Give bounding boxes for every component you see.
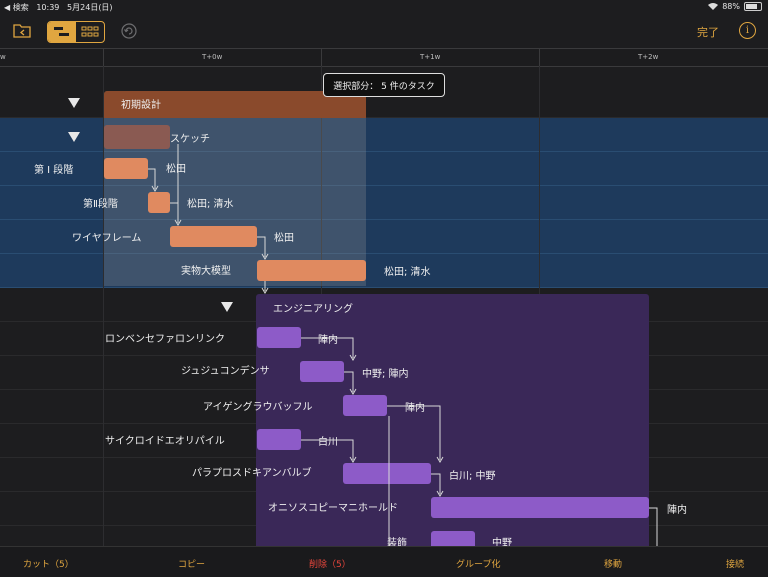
collapse-engineering-icon[interactable]: [221, 302, 233, 312]
task-name-e5: パラプロスドキアンバルブ: [192, 468, 312, 479]
task-resource-e6: 陣内: [667, 505, 687, 516]
move-button[interactable]: 移動: [604, 560, 623, 570]
task-resource-phase2: 松田; 清水: [187, 199, 234, 210]
collapse-sketch-icon[interactable]: [68, 132, 80, 142]
task-bar-mockup[interactable]: [257, 260, 366, 281]
grid-view-button[interactable]: [76, 22, 104, 42]
selection-tooltip: 選択部分： 5 件のタスク: [323, 73, 445, 97]
battery-icon: [744, 2, 762, 11]
task-name-phase2: 第Ⅱ段階: [83, 199, 118, 210]
battery-percent: 88%: [722, 2, 740, 11]
task-bar-phase1[interactable]: [104, 158, 148, 179]
connect-button[interactable]: 接続: [726, 560, 745, 570]
task-name-wireframe: ワイヤフレーム: [72, 233, 142, 244]
group-button[interactable]: グループ化: [456, 560, 501, 570]
edit-action-bar: カット（5） コピー 削除（5） グループ化 移動 接続: [0, 546, 768, 577]
status-date: 5月24日(日): [67, 3, 113, 12]
initial-design-group-area: [104, 91, 366, 286]
timeline-label-t0w: T+0w: [202, 53, 223, 61]
task-resource-phase1: 松田: [166, 164, 186, 175]
task-row-phase2[interactable]: [0, 186, 768, 220]
task-bar-e4[interactable]: [257, 429, 301, 450]
task-bar-e2[interactable]: [300, 361, 344, 382]
task-row-initial-design[interactable]: [0, 84, 768, 118]
copy-button[interactable]: コピー: [178, 560, 206, 570]
task-name-initial-design: 初期設計: [121, 100, 161, 111]
back-to-app[interactable]: ◀ 検索: [4, 3, 29, 12]
outline-view-button[interactable]: [48, 22, 76, 42]
timeline-label-t2w: T+2w: [638, 53, 659, 61]
selection-count-text: 選択部分： 5 件のタスク: [333, 81, 435, 92]
task-name-sketch: スケッチ: [170, 134, 210, 145]
task-row-wireframe[interactable]: [0, 220, 768, 254]
documents-folder-icon[interactable]: [13, 23, 31, 38]
timeline-header: w T+0w T+1w T+2w: [0, 48, 768, 67]
view-mode-segmented-control: [47, 21, 105, 43]
gantt-chart: 初期設計 スケッチ 第 Ⅰ 段階 第Ⅱ段階 ワイヤフレーム 実物大模型 松田 松…: [0, 66, 768, 546]
delete-button[interactable]: 削除（5）: [309, 560, 351, 570]
task-name-e7: 装飾: [387, 538, 407, 546]
task-row-mockup[interactable]: [0, 254, 768, 288]
status-bar: ◀ 検索 10:39 5月24日(日) 88%: [0, 0, 768, 14]
info-icon: i: [745, 25, 750, 36]
task-resource-e2: 中野; 陣内: [362, 369, 409, 380]
task-bar-e5[interactable]: [343, 463, 431, 484]
task-resource-mockup: 松田; 清水: [384, 267, 431, 278]
task-name-e1: ロンベンセファロンリンク: [105, 334, 225, 345]
task-resource-wireframe: 松田: [274, 233, 294, 244]
task-name-e6: オニソスコピーマニホールド: [268, 503, 398, 514]
task-name-e3: アイゲングラウバッフル: [203, 402, 313, 413]
task-name-e2: ジュジュコンデンサ: [181, 366, 270, 377]
task-bar-e7[interactable]: [431, 531, 475, 546]
task-resource-e5: 白川; 中野: [449, 471, 496, 482]
initial-design-summary-bar[interactable]: [104, 91, 366, 118]
undo-icon[interactable]: [121, 23, 137, 39]
timeline-label-t1w: T+1w: [420, 53, 441, 61]
dependency-arrows: [148, 144, 658, 546]
cut-button[interactable]: カット（5）: [23, 560, 74, 570]
info-button[interactable]: i: [739, 22, 756, 39]
status-time: 10:39: [36, 3, 60, 12]
toolbar: 完了 i: [0, 14, 768, 48]
done-button[interactable]: 完了: [697, 26, 719, 39]
task-bar-wireframe[interactable]: [170, 226, 257, 247]
task-name-mockup: 実物大模型: [181, 266, 231, 277]
collapse-initial-design-icon[interactable]: [68, 98, 80, 108]
task-bar-e1[interactable]: [257, 327, 301, 348]
task-name-e4: サイクロイドエオリパイル: [105, 436, 225, 447]
wifi-icon: [708, 3, 719, 10]
task-bar-phase2[interactable]: [148, 192, 170, 213]
task-bar-sketch[interactable]: [104, 125, 170, 149]
task-resource-e7: 中野: [492, 538, 512, 546]
task-bar-e6[interactable]: [431, 497, 649, 518]
timeline-label-prev: w: [0, 53, 6, 61]
task-name-phase1: 第 Ⅰ 段階: [34, 165, 74, 176]
grid-icon: [81, 26, 99, 37]
task-resource-e1: 陣内: [318, 335, 338, 346]
task-name-engineering: エンジニアリング: [273, 304, 353, 315]
task-resource-e3: 陣内: [405, 403, 425, 414]
outline-icon: [54, 27, 69, 36]
task-resource-e4: 白川: [318, 437, 338, 448]
task-bar-e3[interactable]: [343, 395, 387, 416]
